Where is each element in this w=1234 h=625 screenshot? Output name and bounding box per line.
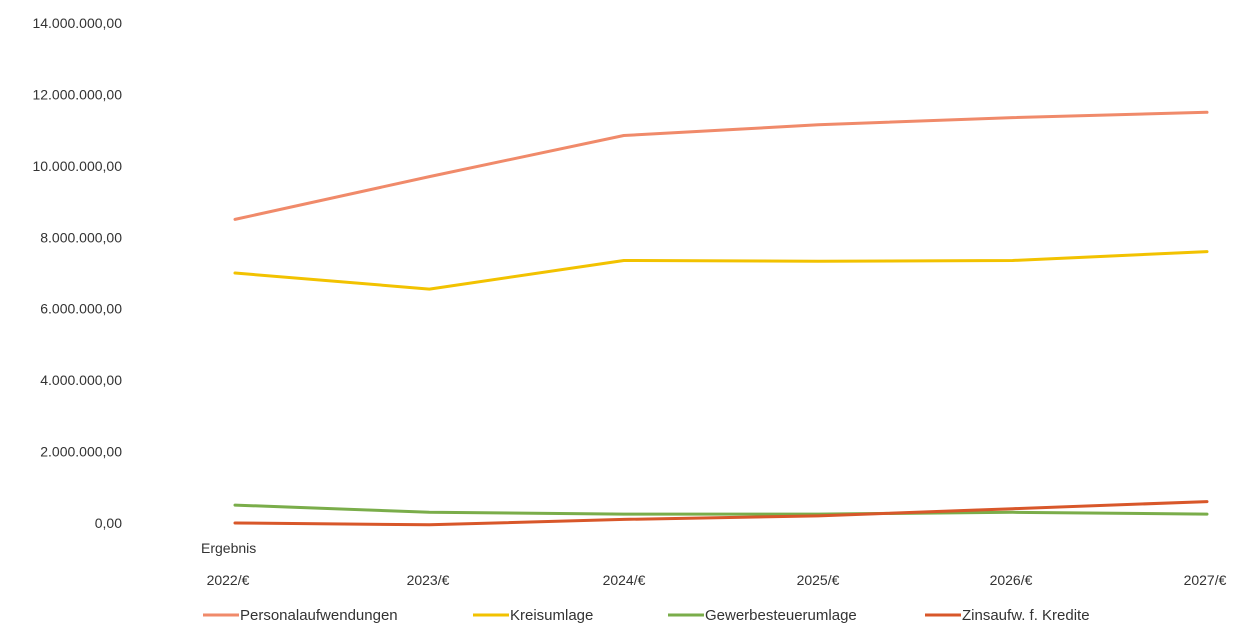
y-tick-label: 8.000.000,00 <box>40 229 122 245</box>
y-axis-ticks: 0,00 2.000.000,00 4.000.000,00 6.000.000,00… <box>32 15 122 531</box>
y-tick-label: 14.000.000,00 <box>32 15 122 31</box>
y-tick-label: 0,00 <box>95 515 122 531</box>
legend-label: Kreisumlage <box>510 607 593 624</box>
x-axis-label: Ergebnis <box>201 540 256 556</box>
x-tick-label: 2022/€ <box>207 572 250 588</box>
legend-item: Personalaufwendungen <box>203 607 398 624</box>
series-line-1 <box>233 110 1209 221</box>
x-tick-label: 2023/€ <box>407 572 450 588</box>
y-tick-label: 10.000.000,00 <box>32 158 122 174</box>
series-lines <box>233 110 1209 527</box>
legend-item: Zinsaufw. f. Kredite <box>925 607 1090 624</box>
x-tick-label: 2024/€ <box>603 572 646 588</box>
x-tick-label: 2026/€ <box>990 572 1033 588</box>
series-line-3 <box>233 503 1209 516</box>
legend: Personalaufwendungen Kreisumlage Gewerbest… <box>203 607 1090 624</box>
legend-label: Personalaufwendungen <box>240 607 398 624</box>
series-line-4 <box>233 500 1209 527</box>
legend-item: Kreisumlage <box>473 607 593 624</box>
x-tick-label: 2025/€ <box>797 572 840 588</box>
y-tick-label: 12.000.000,00 <box>32 86 122 102</box>
y-tick-label: 4.000.000,00 <box>40 372 122 388</box>
y-tick-label: 6.000.000,00 <box>40 301 122 317</box>
legend-label: Zinsaufw. f. Kredite <box>962 607 1090 624</box>
x-axis-ticks: 2022/€ 2023/€ 2024/€ 2025/€ 2026/€ 2027/€ <box>207 572 1227 588</box>
x-tick-label: 2027/€ <box>1184 572 1227 588</box>
legend-item: Gewerbesteuerumlage <box>668 607 857 624</box>
legend-label: Gewerbesteuerumlage <box>705 607 857 624</box>
y-tick-label: 2.000.000,00 <box>40 444 122 460</box>
series-line-2 <box>233 250 1209 291</box>
